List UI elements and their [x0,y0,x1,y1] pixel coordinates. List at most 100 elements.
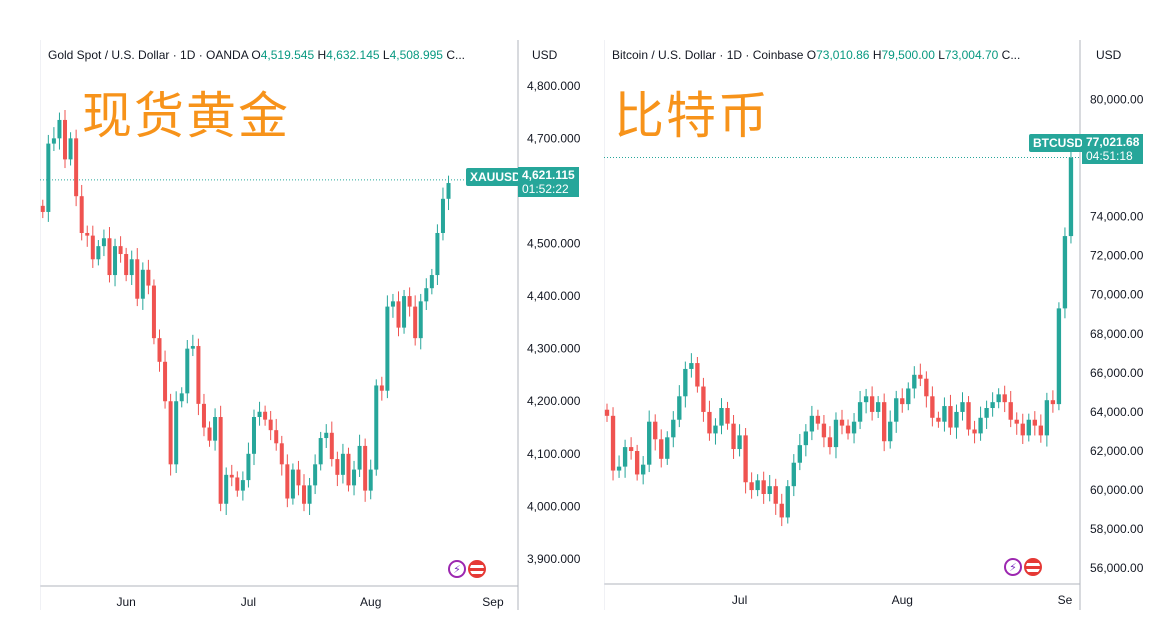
bitcoin-chart-panel[interactable]: 80,000.0078,000.0074,000.0072,000.0070,0… [604,40,1150,610]
gold-candle-body [57,119,62,139]
btc-y-tick-label: 68,000.00 [1090,327,1144,341]
btc-candle-body [930,396,935,418]
btc-candle-body [1008,402,1013,420]
btc-candle-body [616,466,622,471]
gold-candle-body [207,427,212,441]
btc-symbol-tag: BTCUSD [1029,134,1087,152]
btc-candle-body [785,486,790,518]
btc-candle-body [1068,157,1074,237]
gold-candle-body [363,445,368,491]
us-flag-icon[interactable]: • [1024,558,1042,576]
gold-high-value: 4,632.145 [326,48,380,62]
gold-candle-body [368,469,373,491]
gold-close-truncated: C... [446,48,465,62]
gold-candle-body [251,417,256,454]
btc-candle-body [948,406,953,428]
btc-candle-body [996,394,1001,403]
gold-candle-body [135,259,140,299]
btc-open-value: 73,010.86 [816,48,870,62]
btc-candle-body [779,503,784,518]
btc-countdown: 04:51:18 [1086,149,1133,163]
btc-candle-body [1026,419,1031,436]
gold-candle-body [46,143,51,212]
btc-candle-body [659,439,664,459]
gold-high-label: H [317,48,327,62]
lightning-icon[interactable]: ⚡ [1004,558,1022,576]
btc-currency-label[interactable]: USD [1096,48,1122,62]
btc-candle-body [833,419,839,448]
us-flag-icon[interactable]: • [468,560,486,578]
gold-candle-body [224,474,229,504]
gold-candle-body [279,443,284,465]
btc-high-label: H [872,48,882,62]
gold-candle-body [40,205,45,212]
btc-y-tick-label: 64,000.00 [1090,405,1144,419]
gold-indicator-icons: ⚡ • [448,560,486,578]
gold-candle-body [374,385,379,470]
btc-candle-body [900,398,905,405]
btc-high-value: 79,500.00 [881,48,935,62]
btc-candle-body [906,388,911,405]
gold-last-price: 4,621.115 [522,168,575,182]
gold-chart-svg[interactable]: 4,800.000 4,700.000 4,500.000 4,400.000 4,30… [40,40,592,610]
btc-candle-body [1044,400,1050,436]
btc-open-label: O [806,48,817,62]
gold-x-tick-label: Sep [482,595,504,609]
btc-candle-body [719,408,724,426]
btc-candle-body [1014,419,1019,424]
bitcoin-chart-svg[interactable]: 80,000.0078,000.0074,000.0072,000.0070,0… [604,40,1150,610]
gold-open-value: 4,519.545 [260,48,315,62]
btc-candle-body [954,411,959,428]
gold-candle-body [274,430,279,444]
gold-candle-body [424,288,429,302]
gold-candle-body [185,348,190,394]
btc-candle-body [1020,423,1025,436]
btc-candle-body [821,423,827,438]
gold-candle-body [385,306,390,391]
lightning-icon[interactable]: ⚡ [448,560,466,578]
gold-candle-body [90,235,95,260]
btc-candle-body [851,421,857,434]
btc-candle-body [839,419,845,426]
btc-low-label: L [938,48,945,62]
gold-candle-body [263,411,268,420]
btc-candle-body [857,402,863,422]
gold-candle-body [163,361,168,402]
btc-candle-body [671,419,676,438]
gold-candle-body [268,419,273,431]
gold-candle-body [324,432,329,439]
gold-low-label: L [382,48,390,62]
btc-candle-body [924,378,929,397]
btc-candle-body [791,462,796,487]
btc-candle-body [604,409,610,416]
gold-candle-body [340,453,345,475]
btc-candle-body [749,482,754,491]
gold-y-tick-label: 4,000.000 [527,499,581,513]
btc-candle-body [713,425,718,434]
btc-candle-body [888,421,893,442]
btc-candle-body [689,363,694,369]
btc-chart-title: 比特币 [614,87,770,145]
gold-candle-body [113,246,118,276]
btc-candle-body [610,415,616,471]
btc-x-tick-label: Se [1058,593,1073,607]
btc-y-tick-label: 80,000.00 [1090,92,1144,106]
gold-candle-body [429,275,434,289]
gold-candle-body [151,285,156,339]
gold-currency-label[interactable]: USD [532,48,558,62]
gold-candle-body [201,403,206,428]
btc-candle-body [845,425,851,434]
gold-candle-body [63,119,68,160]
gold-candle-body [379,385,384,391]
btc-y-tick-label: 66,000.00 [1090,366,1144,380]
btc-candle-body [978,417,983,434]
btc-candle-body [707,411,712,434]
btc-candle-body [683,368,688,397]
btc-candle-body [653,421,658,440]
btc-x-tick-label: Jul [732,593,747,607]
btc-candle-body [743,435,748,483]
gold-candle-body [174,401,179,465]
gold-chart-panel[interactable]: 4,800.000 4,700.000 4,500.000 4,400.000 4,30… [40,40,592,610]
gold-x-tick-label: Jun [116,595,135,609]
btc-candle-body [634,451,640,475]
